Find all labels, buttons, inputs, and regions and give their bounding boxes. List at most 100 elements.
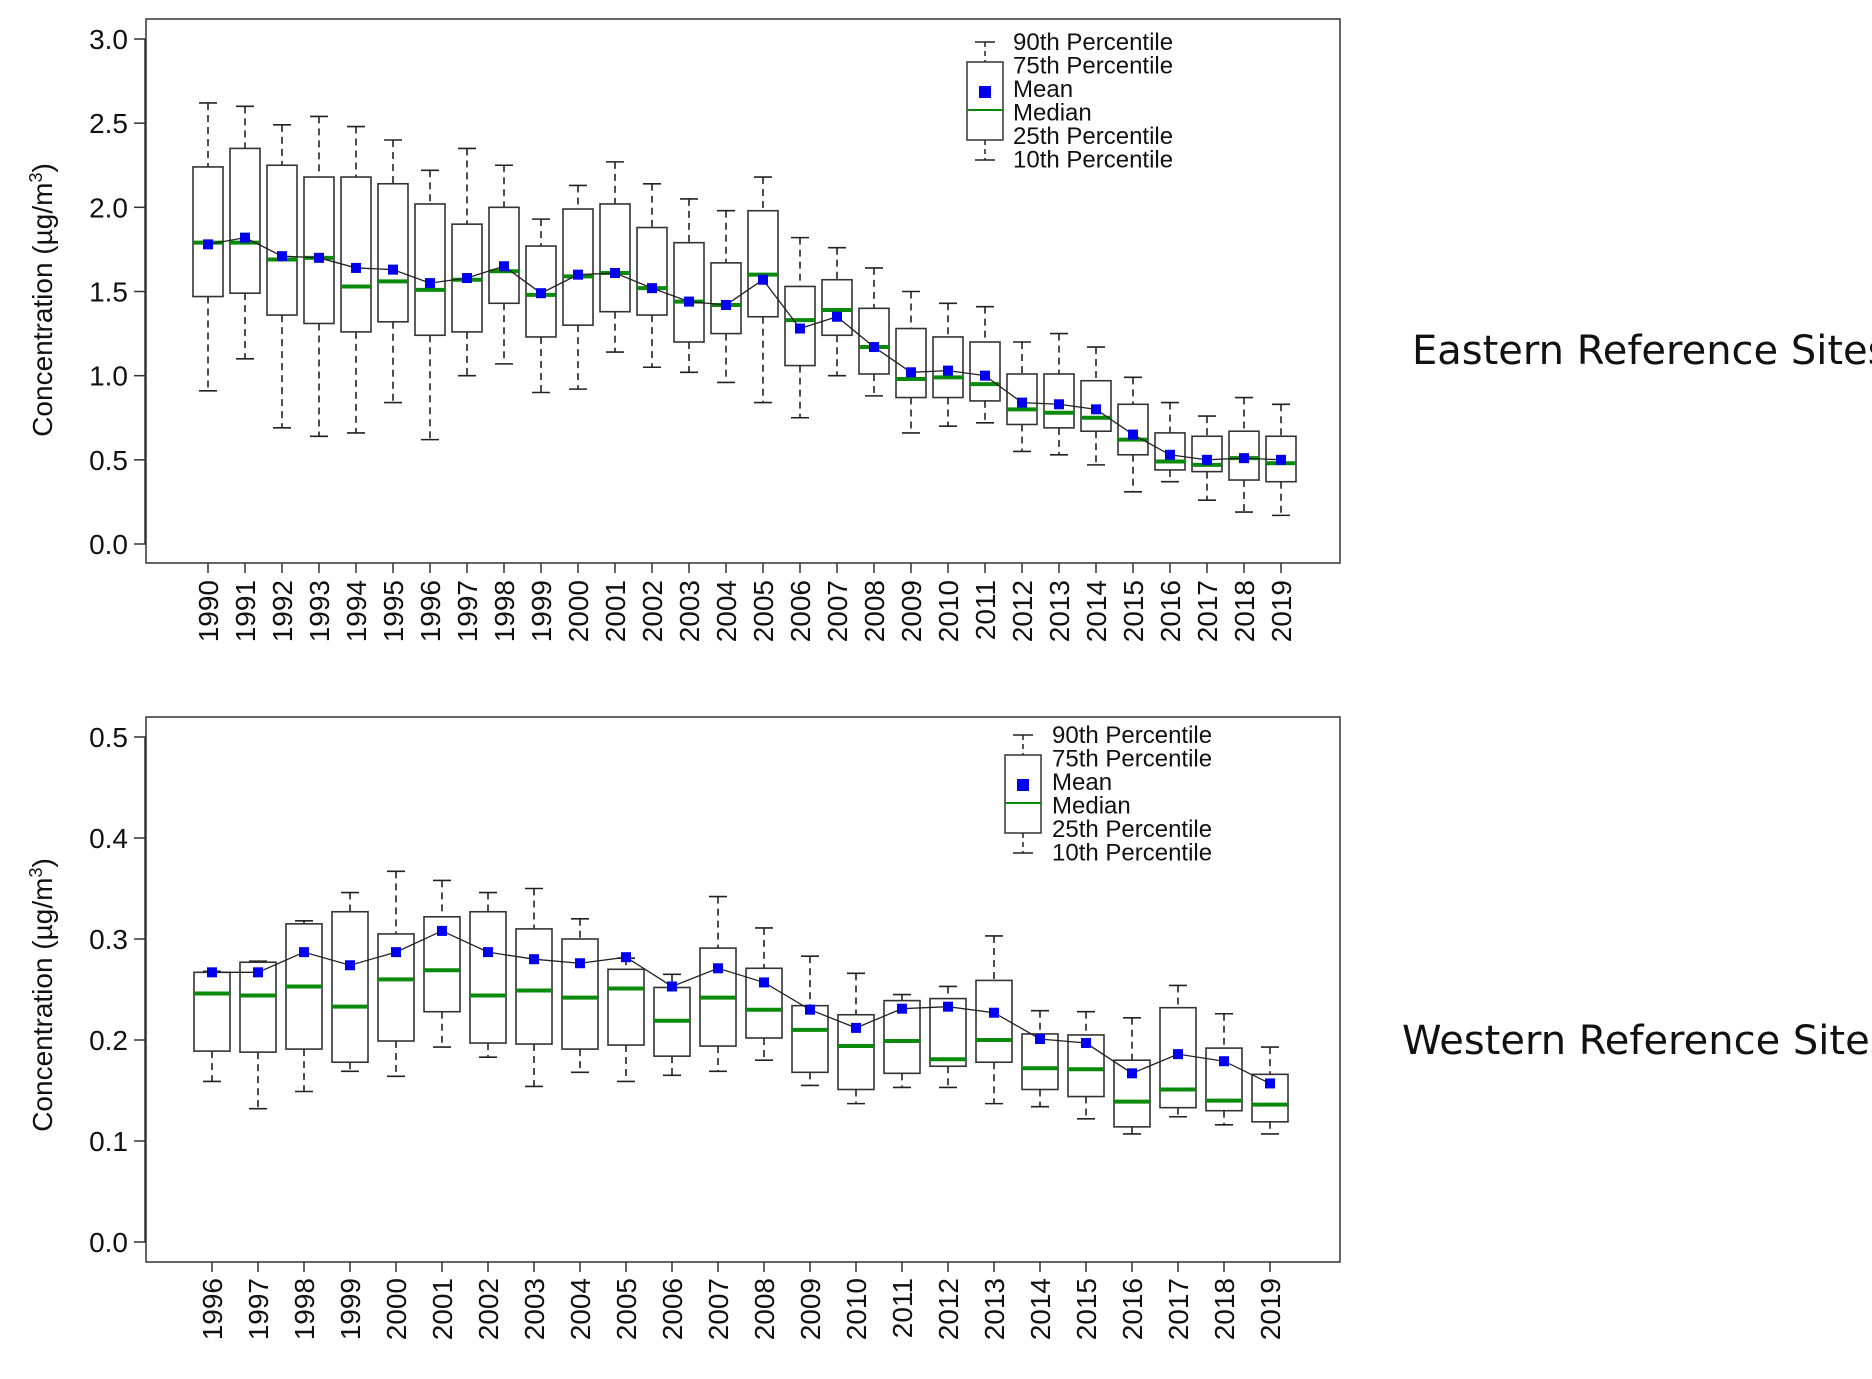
legend-entry: 25th Percentile bbox=[1013, 123, 1173, 150]
x-tick-label: 1991 bbox=[230, 580, 261, 642]
x-tick-label: 2002 bbox=[473, 1278, 504, 1340]
mean-marker bbox=[610, 267, 620, 278]
mean-marker bbox=[207, 967, 217, 978]
iqr-box bbox=[561, 938, 599, 1050]
x-tick-label: 2003 bbox=[674, 580, 705, 642]
mean-marker bbox=[869, 342, 879, 353]
iqr-box bbox=[1080, 379, 1112, 433]
legend-entry: 10th Percentile bbox=[1013, 147, 1173, 174]
mean-marker bbox=[980, 370, 990, 381]
panel-label-eastern: Eastern Reference Sites bbox=[1412, 328, 1872, 374]
y-axis-title: Concentration (µg/m3) bbox=[26, 163, 58, 437]
mean-marker bbox=[314, 252, 324, 263]
box-2013 bbox=[975, 935, 1013, 1105]
box-2007 bbox=[821, 246, 853, 377]
legend-entry: 75th Percentile bbox=[1013, 53, 1173, 80]
mean-marker bbox=[989, 1007, 999, 1018]
box-2016 bbox=[1113, 1016, 1151, 1135]
x-tick-label: 2002 bbox=[637, 580, 668, 642]
iqr-box bbox=[377, 182, 409, 323]
mean-marker bbox=[1173, 1049, 1183, 1060]
box-2012 bbox=[1006, 341, 1038, 453]
y-tick-label: 1.5 bbox=[89, 277, 128, 308]
box-2015 bbox=[1067, 1010, 1105, 1120]
y-tick-label: 1.0 bbox=[89, 361, 128, 392]
legend-entry: 90th Percentile bbox=[1052, 722, 1212, 749]
iqr-box bbox=[515, 928, 553, 1045]
iqr-box bbox=[636, 226, 668, 316]
iqr-box bbox=[192, 166, 224, 298]
y-tick-label: 0.3 bbox=[89, 924, 128, 955]
x-tick-label: 1997 bbox=[452, 580, 483, 642]
x-tick-label: 2019 bbox=[1266, 580, 1297, 642]
mean-marker bbox=[795, 323, 805, 334]
mean-marker bbox=[1239, 453, 1249, 464]
x-tick-label: 2009 bbox=[795, 1278, 826, 1340]
mean-marker bbox=[1127, 1068, 1137, 1079]
box-2004 bbox=[561, 917, 599, 1074]
iqr-box bbox=[303, 176, 335, 325]
mean-marker bbox=[575, 958, 585, 969]
mean-marker bbox=[1035, 1033, 1045, 1044]
mean-marker bbox=[1081, 1038, 1091, 1049]
mean-marker bbox=[851, 1022, 861, 1033]
x-axis: 1990 1991 1992 1993 1994 1995 1996 1997 1998 1999… bbox=[193, 563, 1297, 642]
box-1998 bbox=[488, 164, 520, 365]
y-tick-label: 0.5 bbox=[89, 445, 128, 476]
x-tick-label: 2003 bbox=[519, 1278, 550, 1340]
box-2009 bbox=[895, 290, 927, 434]
iqr-box bbox=[747, 209, 779, 318]
legend-entry: 75th Percentile bbox=[1052, 746, 1212, 773]
iqr-box bbox=[607, 968, 645, 1046]
x-tick-label: 1992 bbox=[267, 580, 298, 642]
box-2009 bbox=[791, 955, 829, 1087]
x-tick-label: 2007 bbox=[822, 580, 853, 642]
x-tick-label: 2012 bbox=[933, 1278, 964, 1340]
x-tick-label: 2017 bbox=[1192, 580, 1223, 642]
legend-mean-marker bbox=[979, 86, 991, 98]
iqr-box bbox=[975, 979, 1013, 1064]
mean-marker bbox=[203, 239, 213, 250]
y-tick-label: 0.0 bbox=[89, 1227, 128, 1258]
iqr-box bbox=[895, 327, 927, 399]
mean-marker bbox=[483, 947, 493, 958]
x-tick-label: 2008 bbox=[749, 1278, 780, 1340]
box-1999 bbox=[331, 891, 369, 1073]
mean-marker bbox=[621, 952, 631, 963]
mean-marker bbox=[897, 1003, 907, 1014]
mean-marker bbox=[345, 960, 355, 971]
iqr-box bbox=[791, 1004, 829, 1074]
x-tick-label: 2007 bbox=[703, 1278, 734, 1340]
legend-entry: Mean bbox=[1052, 769, 1112, 796]
x-tick-label: 2011 bbox=[970, 580, 1001, 640]
box-2017 bbox=[1191, 415, 1223, 502]
mean-marker bbox=[684, 296, 694, 307]
legend-entry: Mean bbox=[1013, 76, 1073, 103]
mean-marker bbox=[240, 232, 250, 243]
y-tick-label: 0.0 bbox=[89, 529, 128, 560]
western-panel: 0.0 0.1 0.2 0.3 0.4 0.5 1996 1997 1998 1999 2000 2… bbox=[26, 716, 1872, 1340]
legend-entry: 25th Percentile bbox=[1052, 816, 1212, 843]
iqr-box bbox=[1113, 1059, 1151, 1128]
mean-marker bbox=[1265, 1078, 1275, 1089]
mean-marker bbox=[462, 273, 472, 284]
mean-marker bbox=[536, 288, 546, 299]
x-tick-label: 2015 bbox=[1118, 580, 1149, 642]
box-2002 bbox=[636, 182, 668, 369]
x-tick-label: 1998 bbox=[289, 1278, 320, 1340]
box-1992 bbox=[266, 124, 298, 429]
x-tick-label: 2010 bbox=[841, 1278, 872, 1340]
legend-entry: Median bbox=[1013, 100, 1092, 127]
x-tick-label: 2015 bbox=[1071, 1278, 1102, 1340]
x-tick-label: 2010 bbox=[933, 580, 964, 642]
box-1998 bbox=[285, 920, 323, 1093]
plot-frame bbox=[145, 716, 1341, 1263]
mean-marker bbox=[721, 299, 731, 310]
x-tick-label: 2001 bbox=[427, 1278, 458, 1340]
x-tick-label: 2011 bbox=[887, 1278, 918, 1338]
mean-marker bbox=[943, 365, 953, 376]
iqr-box bbox=[469, 910, 507, 1044]
iqr-box bbox=[1006, 373, 1038, 426]
